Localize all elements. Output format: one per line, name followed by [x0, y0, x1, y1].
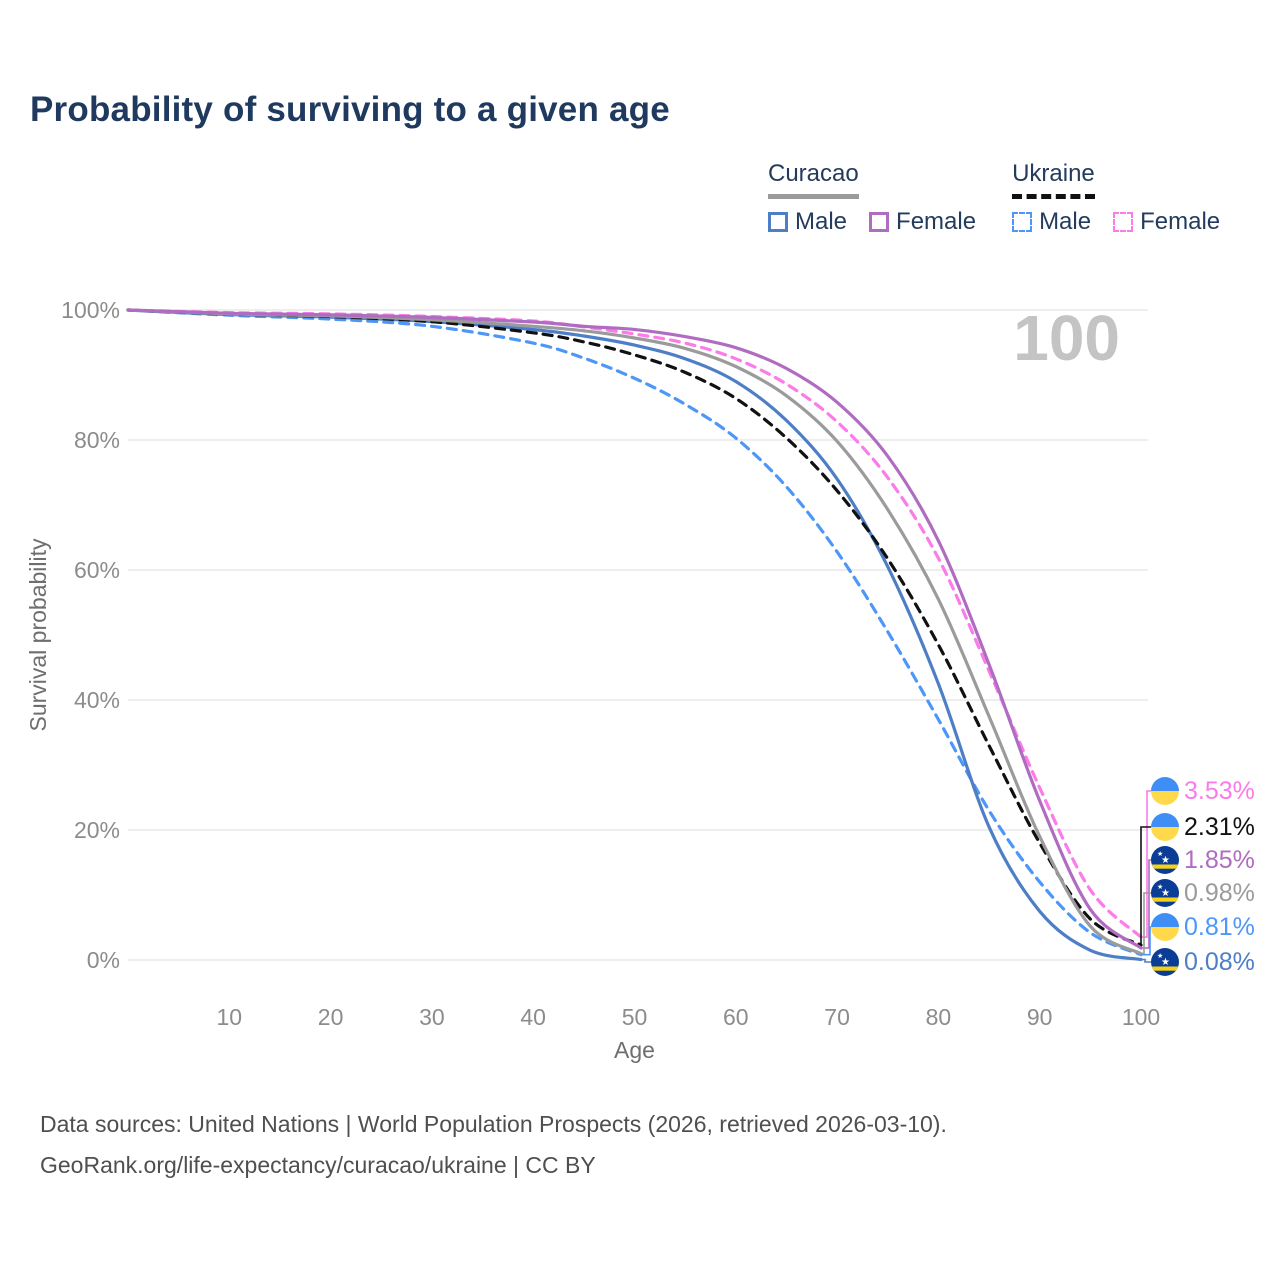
x-tick-label: 50 [622, 1004, 648, 1030]
y-tick-label: 20% [74, 817, 120, 843]
curacao-flag-icon: ★★ [1151, 846, 1179, 874]
legend-item-label: Female [896, 208, 977, 235]
series-line-curacao-total [126, 308, 1143, 956]
end-label-ukraine-female: 3.53% [1184, 777, 1255, 805]
end-label-ukraine-male: 0.81% [1184, 913, 1255, 941]
x-tick-label: 60 [723, 1004, 749, 1030]
series-line-ukraine-total [126, 308, 1143, 947]
y-tick-label: 80% [74, 427, 120, 453]
legend-country-curacao: Curacao [768, 160, 859, 199]
legend-item-ukraine-female: Female [1113, 208, 1220, 236]
legend-item-label: Male [795, 208, 848, 235]
svg-text:★: ★ [1161, 957, 1170, 968]
x-axis-title: Age [614, 1037, 655, 1063]
ukraine-flag-icon [1151, 777, 1179, 805]
series-line-curacao-female [126, 308, 1143, 950]
x-tick-label: 70 [824, 1004, 850, 1030]
data-source-line2: GeoRank.org/life-expectancy/curacao/ukra… [40, 1152, 596, 1178]
end-label-connector [1141, 892, 1151, 955]
end-label-ukraine-total: 2.31% [1184, 813, 1255, 841]
series-line-ukraine-female [126, 308, 1143, 939]
svg-text:★: ★ [1157, 883, 1163, 891]
ukraine-male-swatch [1012, 212, 1033, 232]
ukraine-female-swatch [1113, 212, 1134, 232]
y-tick-label: 100% [61, 297, 120, 323]
curacao-female-swatch [869, 212, 890, 232]
series-line-curacao-male [126, 308, 1143, 962]
data-source-line1: Data sources: United Nations | World Pop… [40, 1111, 947, 1137]
svg-text:★: ★ [1161, 855, 1170, 866]
svg-text:★: ★ [1157, 952, 1163, 960]
ukraine-flag-icon [1151, 813, 1179, 841]
legend-item-ukraine-male: Male [1012, 208, 1091, 236]
y-tick-label: 60% [74, 557, 120, 583]
series-line-ukraine-male [126, 308, 1143, 957]
x-tick-label: 10 [217, 1004, 243, 1030]
y-tick-label: 40% [74, 687, 120, 713]
y-axis-title: Survival probability [25, 538, 51, 732]
legend-country-ukraine: Ukraine [1012, 160, 1095, 199]
age-watermark: 100 [1013, 302, 1120, 374]
legend-item-label: Female [1140, 208, 1221, 235]
end-label-curacao-total: 0.98% [1184, 879, 1255, 907]
curacao-male-swatch [768, 212, 788, 232]
ukraine-flag-icon [1151, 913, 1179, 941]
x-tick-label: 100 [1122, 1004, 1160, 1030]
chart-legend: Curacao Male Female Ukraine Male Female [768, 160, 1220, 236]
curacao-flag-icon: ★★ [1151, 948, 1179, 976]
end-label-connector [1140, 826, 1151, 945]
x-tick-label: 80 [926, 1004, 952, 1030]
data-source-note: Data sources: United Nations | World Pop… [40, 1104, 947, 1186]
end-label-curacao-female: 1.85% [1184, 846, 1255, 874]
end-label-connector [1141, 859, 1151, 949]
svg-text:★: ★ [1161, 888, 1170, 899]
svg-text:★: ★ [1157, 850, 1163, 858]
page-title: Probability of surviving to a given age [30, 90, 670, 129]
legend-group-curacao: Curacao Male Female [768, 160, 976, 236]
legend-item-curacao-female: Female [869, 208, 976, 236]
survival-chart-svg: 0% 20% 40% 60% 80% 100% 10 20 30 40 50 60 70 80 90 100 A… [25, 297, 1255, 1063]
legend-item-label: Male [1039, 208, 1092, 235]
x-tick-label: 30 [419, 1004, 445, 1030]
y-tick-label: 0% [87, 947, 120, 973]
x-tick-label: 40 [520, 1004, 546, 1030]
curacao-flag-icon: ★★ [1151, 879, 1179, 907]
x-tick-label: 90 [1027, 1004, 1053, 1030]
legend-group-ukraine: Ukraine Male Female [1012, 160, 1220, 236]
legend-item-curacao-male: Male [768, 208, 847, 236]
end-label-connector [1141, 958, 1151, 963]
x-tick-label: 20 [318, 1004, 344, 1030]
end-label-connector [1141, 926, 1151, 956]
end-label-curacao-male: 0.08% [1184, 948, 1255, 976]
